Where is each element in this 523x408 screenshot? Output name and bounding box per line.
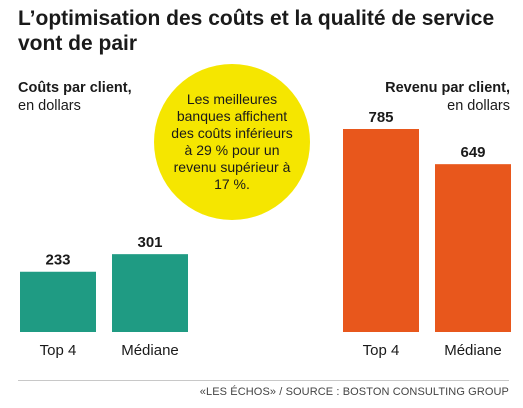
left-axis-heading: Coûts par client, en dollars: [18, 79, 132, 115]
bar-revenue-0: [343, 129, 419, 332]
data-label: 301: [137, 234, 162, 251]
chart-title: L’optimisation des coûts et la qualité d…: [18, 7, 495, 55]
category-label: Top 4: [40, 342, 77, 359]
data-label: 233: [45, 252, 70, 269]
right-axis-heading: Revenu par client, en dollars: [340, 79, 510, 115]
data-label: 649: [460, 144, 485, 161]
data-label: 785: [368, 109, 393, 126]
left-axis-unit: en dollars: [18, 98, 81, 114]
left-axis-label: Coûts par client,: [18, 80, 132, 96]
bar-revenue-1: [435, 164, 511, 332]
category-label: Médiane: [444, 342, 502, 359]
source-credit: «LES ÉCHOS» / SOURCE : BOSTON CONSULTING…: [199, 386, 509, 398]
right-axis-label: Revenu par client,: [385, 80, 510, 96]
callout-bubble: Les meilleures banques affichent des coû…: [154, 64, 310, 220]
footer-divider: [18, 380, 509, 381]
bar-cost-0: [20, 271, 96, 332]
category-label: Médiane: [121, 342, 179, 359]
bar-cost-1: [112, 254, 188, 332]
category-label: Top 4: [363, 342, 400, 359]
callout-text: Les meilleures banques affichent des coû…: [171, 91, 293, 192]
right-axis-unit: en dollars: [447, 98, 510, 114]
